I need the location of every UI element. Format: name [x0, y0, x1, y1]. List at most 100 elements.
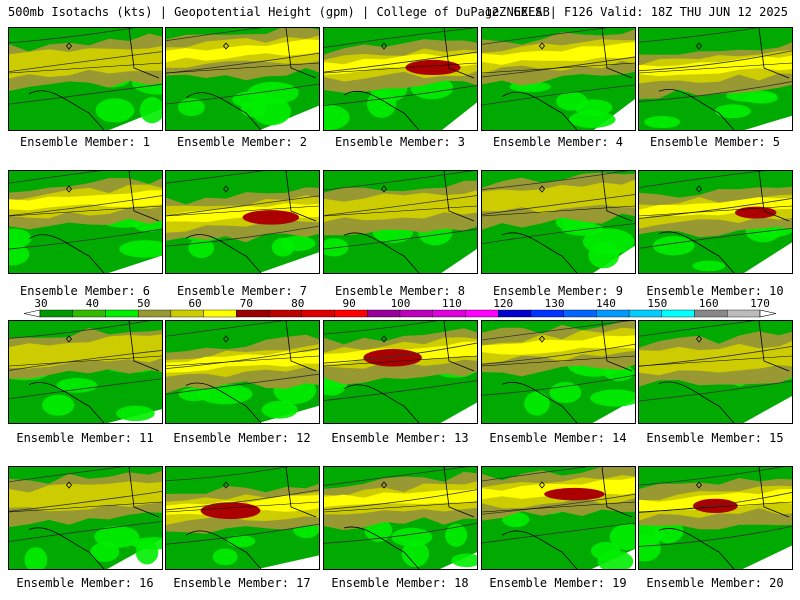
ensemble-member-11-map — [8, 320, 163, 424]
ensemble-member-caption: Ensemble Member: 20 — [646, 576, 784, 590]
ensemble-member-caption: Ensemble Member: 19 — [489, 576, 627, 590]
ensemble-member-9-map — [481, 170, 636, 274]
ensemble-member-caption: Ensemble Member: 8 — [334, 284, 466, 298]
ensemble-member-17-map — [165, 466, 320, 570]
colorbar-swatch — [530, 309, 564, 318]
ensemble-member-7-map — [165, 170, 320, 274]
colorbar-swatch — [170, 309, 204, 318]
ensemble-member-20-map — [638, 466, 793, 570]
colorbar-swatch — [563, 309, 597, 318]
colorbar-tick-label: 170 — [750, 297, 770, 310]
ensemble-member-caption: Ensemble Member: 14 — [489, 431, 627, 445]
isotach-map — [324, 321, 477, 423]
isotach-map — [482, 28, 635, 130]
colorbar-swatch — [334, 309, 368, 318]
header-title: 500mb Isotachs (kts) | Geopotential Heig… — [8, 5, 550, 19]
isotach-map — [9, 467, 162, 569]
ensemble-member-caption: Ensemble Member: 7 — [176, 284, 308, 298]
colorbar-tick-label: 140 — [596, 297, 616, 310]
isotach-map — [639, 467, 792, 569]
ensemble-member-16-map — [8, 466, 163, 570]
colorbar-swatch — [465, 309, 499, 318]
colorbar-swatch — [236, 309, 270, 318]
isotach-map — [639, 171, 792, 273]
colorbar-swatch — [694, 309, 728, 318]
ensemble-member-caption: Ensemble Member: 6 — [19, 284, 151, 298]
colorbar-tick-label: 100 — [391, 297, 411, 310]
colorbar-swatch — [432, 309, 466, 318]
colorbar-tick-label: 130 — [545, 297, 565, 310]
ensemble-member-5-map — [638, 27, 793, 131]
isotach-map — [166, 321, 319, 423]
ensemble-member-caption: Ensemble Member: 4 — [492, 135, 624, 149]
ensemble-member-caption: Ensemble Member: 11 — [16, 431, 154, 445]
ensemble-member-caption: Ensemble Member: 18 — [331, 576, 469, 590]
ensemble-member-8-map — [323, 170, 478, 274]
ensemble-member-caption: Ensemble Member: 12 — [173, 431, 311, 445]
isotach-map — [166, 171, 319, 273]
colorbar-swatch — [628, 309, 663, 318]
ensemble-member-caption: Ensemble Member: 5 — [649, 135, 781, 149]
isotach-map — [9, 28, 162, 130]
ensemble-member-1-map — [8, 27, 163, 131]
header-run-info: 12Z GEFS | F126 Valid: 18Z THU JUN 12 20… — [484, 5, 788, 19]
colorbar-swatch — [727, 309, 761, 318]
ensemble-member-caption: Ensemble Member: 16 — [16, 576, 154, 590]
ensemble-member-caption: Ensemble Member: 1 — [19, 135, 151, 149]
colorbar-tick-label: 70 — [240, 297, 253, 310]
colorbar-swatch — [596, 309, 630, 318]
colorbar-swatch — [268, 309, 303, 318]
isotach-map — [324, 28, 477, 130]
isotach-map — [639, 321, 792, 423]
colorbar-swatch — [137, 309, 172, 318]
colorbar-swatch — [661, 309, 695, 318]
colorbar-swatch — [399, 309, 433, 318]
colorbar-swatch — [72, 309, 106, 318]
ensemble-member-caption: Ensemble Member: 2 — [176, 135, 308, 149]
colorbar-tick-label: 60 — [188, 297, 201, 310]
isotach-map — [482, 321, 635, 423]
ensemble-member-3-map — [323, 27, 478, 131]
ensemble-member-18-map — [323, 466, 478, 570]
isotach-map — [9, 171, 162, 273]
isotach-map — [324, 467, 477, 569]
ensemble-member-10-map — [638, 170, 793, 274]
ensemble-member-14-map — [481, 320, 636, 424]
colorbar-tick-label: 40 — [86, 297, 99, 310]
colorbar-tick-label: 90 — [343, 297, 356, 310]
isotach-map — [166, 467, 319, 569]
isotach-map — [482, 467, 635, 569]
colorbar-swatch — [105, 309, 139, 318]
ensemble-member-4-map — [481, 27, 636, 131]
ensemble-member-13-map — [323, 320, 478, 424]
colorbar-tick-label: 150 — [647, 297, 667, 310]
colorbar-tick-label: 160 — [699, 297, 719, 310]
isotach-colorbar: 30 40 50 60 70 80 90 100 110 120 130 140 150 160 170 — [23, 297, 777, 318]
isotach-map — [9, 321, 162, 423]
colorbar-swatch — [39, 309, 73, 318]
colorbar-tick-label: 50 — [137, 297, 150, 310]
colorbar-tick-label: 110 — [442, 297, 462, 310]
ensemble-member-caption: Ensemble Member: 17 — [173, 576, 311, 590]
colorbar-swatch — [203, 309, 237, 318]
isotach-map — [324, 171, 477, 273]
colorbar-tick-label: 120 — [493, 297, 513, 310]
ensemble-member-caption: Ensemble Member: 13 — [331, 431, 469, 445]
map-header: 500mb Isotachs (kts) | Geopotential Heig… — [0, 0, 800, 24]
colorbar-tick-label: 80 — [291, 297, 304, 310]
colorbar-swatch — [301, 309, 335, 318]
ensemble-member-caption: Ensemble Member: 3 — [334, 135, 466, 149]
colorbar-swatch — [367, 309, 401, 318]
isotach-map — [639, 28, 792, 130]
isotach-map — [482, 171, 635, 273]
ensemble-member-caption: Ensemble Member: 15 — [646, 431, 784, 445]
ensemble-member-2-map — [165, 27, 320, 131]
ensemble-member-6-map — [8, 170, 163, 274]
colorbar-swatch — [497, 309, 532, 318]
colorbar-tick-label: 30 — [34, 297, 47, 310]
isotach-map — [166, 28, 319, 130]
ensemble-member-caption: Ensemble Member: 10 — [646, 284, 784, 298]
ensemble-member-19-map — [481, 466, 636, 570]
ensemble-member-caption: Ensemble Member: 9 — [492, 284, 624, 298]
ensemble-member-15-map — [638, 320, 793, 424]
